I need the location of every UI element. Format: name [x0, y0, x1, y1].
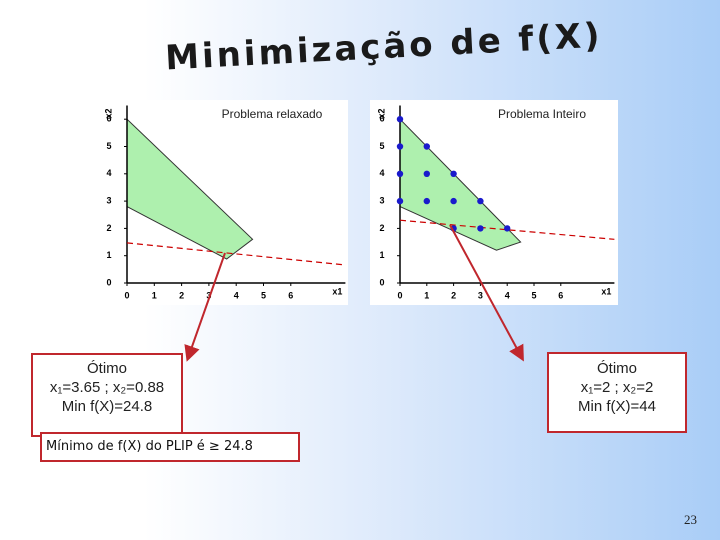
page-number: 23	[684, 512, 697, 527]
y-tick-label: 2	[379, 223, 384, 233]
x-tick-label: 3	[478, 290, 483, 300]
objective-line	[126, 242, 346, 266]
y-tick-label: 0	[106, 277, 111, 287]
result-variables: x₁=2 ; x₂=2	[580, 379, 654, 396]
x-tick-label: 5	[531, 290, 536, 300]
integer-point	[423, 170, 430, 177]
x-tick-label: 1	[152, 290, 157, 300]
chart-title: Problema Inteiro	[498, 107, 586, 121]
result-objective: Min f(X)=24.8	[61, 398, 153, 415]
x-tick-label: 0	[397, 290, 402, 300]
y-tick-label: 2	[106, 223, 111, 233]
y-tick-label: 3	[379, 195, 384, 205]
result-box: Ótimo x₁=3.65 ; x₂=0.88 Min f(X)=24.8	[31, 353, 183, 437]
x-axis-label: x1	[601, 286, 611, 296]
x-tick-label: 2	[179, 290, 184, 300]
plots: Problema relaxado 0 1 2 3 4 5 6 0 1 2 3 4 5 6 x1 x2 Probl…	[103, 105, 615, 300]
y-tick-label: 5	[106, 141, 111, 151]
integer-point	[396, 197, 404, 205]
x-tick-label: 3	[206, 290, 211, 300]
integer-point	[396, 170, 404, 177]
integer-point	[450, 197, 457, 205]
x-tick-label: 0	[124, 290, 129, 300]
x-tick-label: 4	[234, 290, 239, 300]
arrow	[184, 252, 226, 362]
x-tick-label: 5	[261, 290, 266, 300]
y-tick-label: 0	[379, 277, 384, 287]
result-objective: Min f(X)=44	[578, 398, 656, 415]
conclusion: Mínimo de f(X) do PLIP é ≥ 24.8	[40, 432, 300, 462]
x-tick-label: 2	[451, 290, 456, 300]
result-heading: Ótimo	[596, 360, 637, 377]
arrow	[449, 224, 524, 362]
integer-point	[477, 225, 484, 232]
result-heading: Ótimo	[86, 360, 127, 377]
integer-point	[423, 197, 430, 205]
objective-line	[399, 219, 615, 240]
y-tick-label: 5	[379, 141, 384, 151]
x-tick-label: 6	[288, 290, 293, 300]
integer-point	[396, 143, 404, 150]
y-tick-label: 4	[379, 168, 384, 178]
x-tick-label: 6	[558, 290, 563, 300]
chart-title: Problema relaxado	[222, 107, 323, 121]
y-tick-label: 6	[379, 114, 384, 124]
y-tick-label: 1	[106, 250, 111, 260]
x-tick-label: 4	[505, 290, 510, 300]
integer-point	[477, 197, 484, 205]
integer-point	[450, 170, 457, 177]
y-tick-label: 6	[106, 114, 111, 124]
y-axis-label: x2	[376, 109, 386, 119]
y-tick-label: 1	[379, 250, 384, 260]
x-tick-label: 1	[424, 290, 429, 300]
integer-point	[396, 116, 404, 123]
x-axis-label: x1	[332, 286, 342, 296]
integer-point	[504, 225, 511, 232]
result-box: Ótimo x₁=2 ; x₂=2 Min f(X)=44	[547, 352, 687, 433]
y-tick-label: 3	[106, 195, 111, 205]
y-tick-label: 4	[106, 168, 111, 178]
result-variables: x₁=3.65 ; x₂=0.88	[49, 379, 165, 396]
y-axis-label: x2	[103, 109, 113, 119]
integer-point	[423, 143, 430, 150]
